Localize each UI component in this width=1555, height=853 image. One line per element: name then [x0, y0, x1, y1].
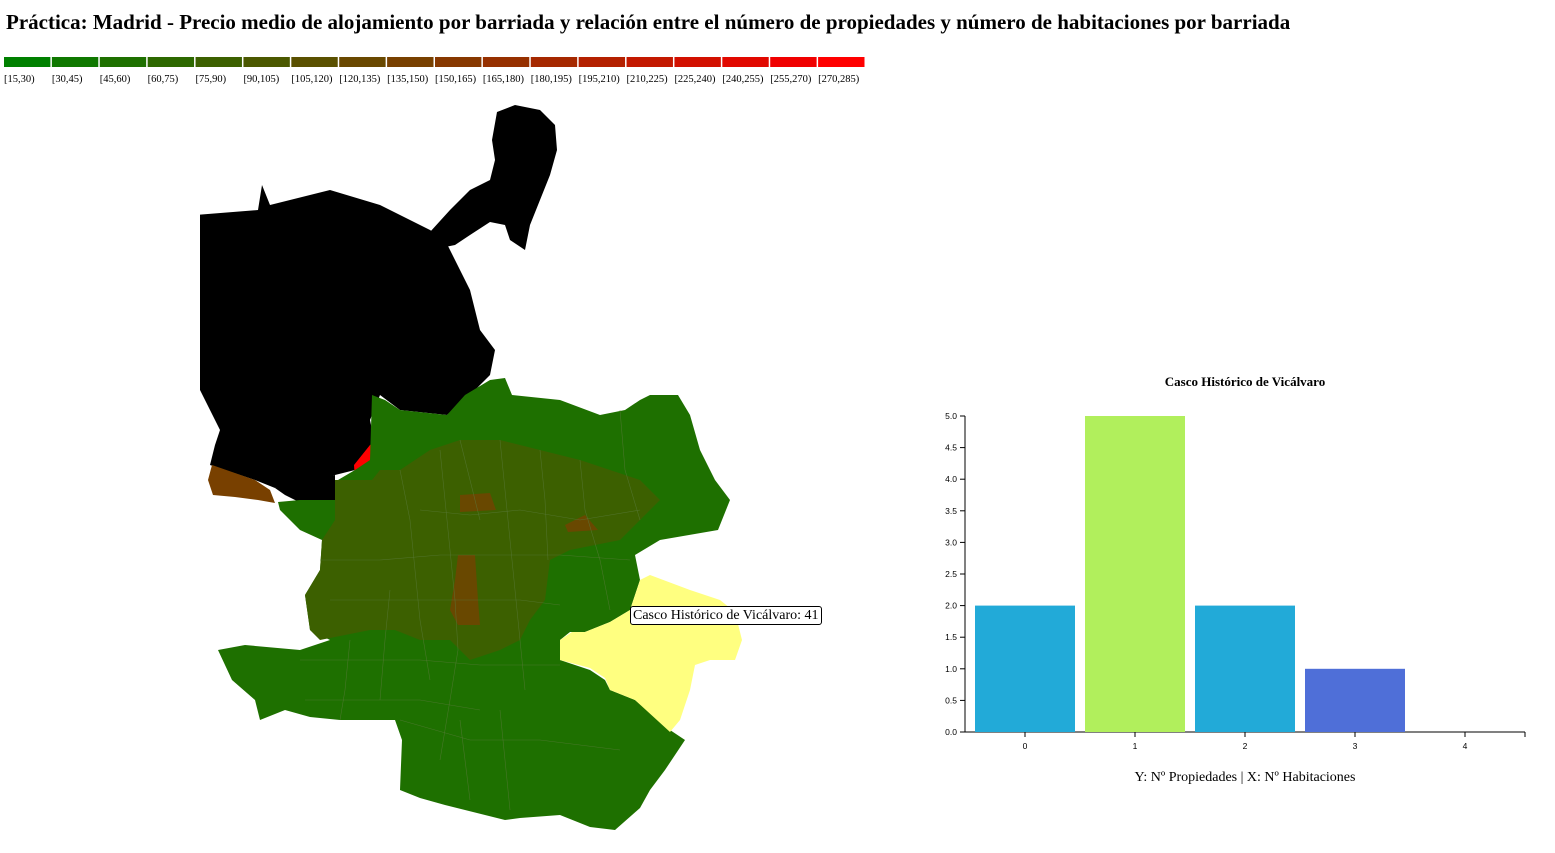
legend-swatch-11 — [530, 57, 578, 67]
legend-label-12: [195,210) — [579, 74, 621, 85]
legend-label-3: [60,75) — [148, 74, 179, 85]
legend-swatch-15 — [722, 57, 769, 67]
legend-swatch-1 — [51, 57, 99, 67]
legend-swatch-3 — [147, 57, 195, 67]
legend-swatch-0 — [4, 57, 51, 67]
map-region-fuencarral[interactable] — [200, 185, 495, 488]
legend-swatch-6 — [291, 57, 338, 67]
y-tick-label-3: 1.5 — [945, 632, 957, 642]
legend-label-2: [45,60) — [100, 74, 131, 85]
y-tick-label-4: 2.0 — [945, 601, 957, 611]
map-region-west-brown[interactable] — [208, 465, 275, 503]
legend-swatch-7 — [339, 57, 386, 67]
legend-label-5: [90,105) — [243, 74, 279, 85]
y-tick-label-6: 3.0 — [945, 537, 957, 547]
legend-swatch-4 — [195, 57, 242, 67]
y-tick-label-10: 5.0 — [945, 411, 957, 421]
legend-swatch-2 — [99, 57, 147, 67]
legend-label-16: [255,270) — [770, 74, 812, 85]
map-boundaries — [300, 409, 641, 811]
x-tick-label-0: 0 — [1023, 741, 1028, 751]
legend-label-1: [30,45) — [52, 74, 83, 85]
map-region-small-3[interactable] — [275, 475, 335, 505]
rooms-bar-chart: Casco Histórico de Vicálvaro 0.0 0.5 1.0 1.5… — [945, 374, 1526, 785]
legend-label-11: [180,195) — [531, 74, 573, 85]
map-region-centre-olive[interactable] — [305, 440, 660, 660]
legend-swatch-14 — [674, 57, 721, 67]
legend-swatch-12 — [578, 57, 626, 67]
legend-label-4: [75,90) — [196, 74, 227, 85]
x-tick-label-4: 4 — [1463, 741, 1468, 751]
chart-title: Casco Histórico de Vicálvaro — [1165, 374, 1325, 389]
legend-swatch-17 — [818, 57, 865, 67]
legend-label-0: [15,30) — [4, 74, 35, 85]
legend-label-7: [120,135) — [339, 74, 381, 85]
x-tick-label-2: 2 — [1243, 741, 1248, 751]
legend-label-14: [225,240) — [674, 74, 716, 85]
legend-label-10: [165,180) — [483, 74, 525, 85]
bar-2[interactable] — [1195, 605, 1295, 732]
y-tick-label-9: 4.5 — [945, 443, 957, 453]
x-tick-label-1: 1 — [1133, 741, 1138, 751]
bar-1[interactable] — [1085, 416, 1185, 732]
legend-swatch-8 — [387, 57, 434, 67]
legend-label-9: [150,165) — [435, 74, 477, 85]
legend-swatch-13 — [626, 57, 673, 67]
x-tick-label-3: 3 — [1353, 741, 1358, 751]
madrid-neighbourhood-map — [200, 105, 742, 830]
legend-label-15: [240,255) — [722, 74, 764, 85]
y-tick-label-1: 0.5 — [945, 695, 957, 705]
bar-3[interactable] — [1305, 668, 1405, 732]
y-tick-label-5: 2.5 — [945, 569, 957, 579]
legend-swatch-16 — [770, 57, 817, 67]
x-axis-label: Y: Nº Propiedades | X: Nº Habitaciones — [1135, 770, 1356, 785]
legend-swatch-10 — [482, 57, 530, 67]
legend-label-13: [210,225) — [627, 74, 669, 85]
legend-label-6: [105,120) — [291, 74, 333, 85]
legend-label-17: [270,285) — [818, 74, 860, 85]
map-region-east-brown[interactable] — [565, 515, 598, 532]
bar-0[interactable] — [975, 605, 1075, 732]
map-region-centro[interactable] — [450, 555, 480, 625]
map-tooltip: Casco Histórico de Vicálvaro: 41 — [630, 606, 822, 625]
price-legend: [15,30) [30,45) [45,60) [60,75) [75,90) [90,1… — [4, 57, 865, 85]
y-tick-label-7: 3.5 — [945, 506, 957, 516]
map-region-salamanca[interactable] — [460, 493, 496, 512]
y-tick-label-8: 4.0 — [945, 474, 957, 484]
y-tick-label-2: 1.0 — [945, 664, 957, 674]
page-title: Práctica: Madrid - Precio medio de aloja… — [6, 10, 1291, 34]
legend-swatch-5 — [243, 57, 290, 67]
legend-label-8: [135,150) — [387, 74, 429, 85]
map-region-barajas[interactable] — [430, 105, 557, 250]
y-tick-label-0: 0.0 — [945, 727, 957, 737]
legend-swatch-9 — [435, 57, 482, 67]
